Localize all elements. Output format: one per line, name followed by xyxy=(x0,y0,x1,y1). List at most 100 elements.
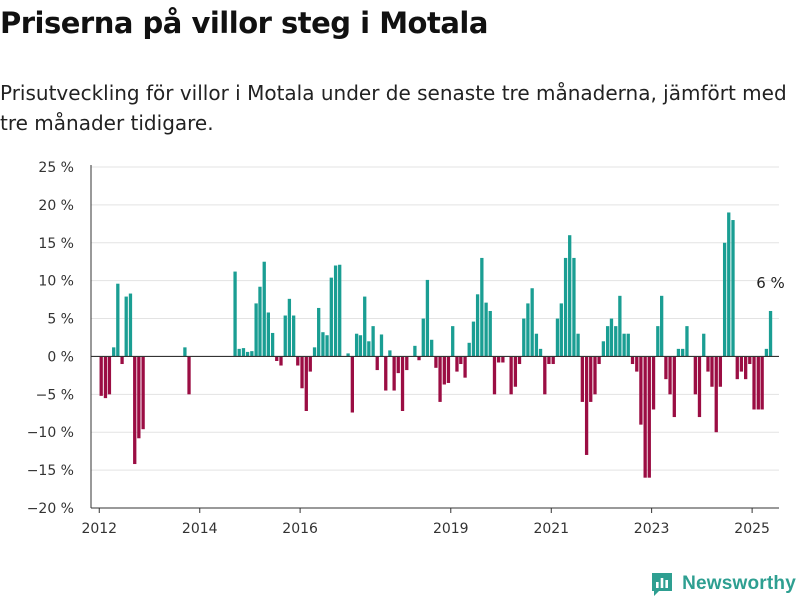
bar xyxy=(329,277,333,357)
bar xyxy=(128,293,133,357)
bar xyxy=(124,296,128,357)
bar xyxy=(710,356,714,387)
bar xyxy=(626,333,630,357)
bar xyxy=(630,356,635,365)
bar xyxy=(530,288,534,357)
bar xyxy=(375,356,379,371)
bar xyxy=(112,347,116,357)
bar xyxy=(681,348,685,357)
bar xyxy=(764,348,769,357)
bar xyxy=(647,356,651,478)
bar xyxy=(543,356,547,395)
x-tick-label: 2019 xyxy=(433,521,469,537)
bar xyxy=(405,356,409,371)
bar xyxy=(384,356,388,391)
bar xyxy=(442,356,446,385)
y-tick-label: −20 % xyxy=(27,501,74,517)
y-tick-label: 20 % xyxy=(38,198,74,214)
bar xyxy=(266,312,270,357)
bar xyxy=(589,356,593,402)
bar xyxy=(614,326,618,357)
bar xyxy=(752,356,756,410)
bar xyxy=(107,356,112,395)
bar xyxy=(572,257,576,357)
bar xyxy=(300,356,304,389)
bar xyxy=(430,339,434,357)
bar xyxy=(459,356,463,365)
bar xyxy=(304,356,308,411)
bar xyxy=(496,356,501,363)
bar xyxy=(597,356,601,365)
bar xyxy=(250,351,254,357)
bar xyxy=(584,356,589,455)
bar xyxy=(292,315,296,357)
bar xyxy=(133,356,137,465)
bar xyxy=(296,356,300,366)
bar xyxy=(760,356,764,410)
bar xyxy=(555,318,560,357)
x-tick-label: 2023 xyxy=(634,521,670,537)
bar xyxy=(325,335,329,357)
bar xyxy=(241,348,246,357)
x-tick-label: 2021 xyxy=(533,521,569,537)
bar xyxy=(438,356,442,402)
bar xyxy=(714,356,718,433)
bar xyxy=(748,356,752,365)
bar xyxy=(697,356,702,418)
bar xyxy=(455,356,459,372)
bar xyxy=(664,356,668,380)
y-tick-label: −10 % xyxy=(27,425,74,441)
bar xyxy=(367,341,371,357)
bar xyxy=(275,356,279,361)
bar xyxy=(338,264,342,357)
x-tick-label: 2012 xyxy=(81,521,117,537)
bar xyxy=(727,212,731,357)
bar xyxy=(417,356,421,361)
bar xyxy=(363,296,367,357)
bar xyxy=(183,347,187,357)
bar xyxy=(739,356,744,372)
bar xyxy=(287,298,292,357)
bar xyxy=(354,333,359,357)
bar xyxy=(116,283,120,357)
bar xyxy=(547,356,551,365)
bar xyxy=(317,307,321,357)
data-label-last-value: 6 % xyxy=(756,274,785,292)
bar xyxy=(137,356,141,439)
bar xyxy=(702,333,706,357)
bar xyxy=(245,351,250,357)
bar xyxy=(187,356,191,395)
bar xyxy=(358,335,363,357)
bar xyxy=(559,303,563,357)
bar xyxy=(237,348,241,357)
bar xyxy=(660,295,664,357)
bar xyxy=(392,356,396,391)
y-tick-label: 25 % xyxy=(38,160,74,176)
bar xyxy=(388,350,392,357)
bar xyxy=(258,286,262,357)
bar xyxy=(446,356,451,383)
y-tick-label: 15 % xyxy=(38,236,74,252)
bar xyxy=(484,302,488,357)
y-tick-label: 5 % xyxy=(47,312,74,328)
bar xyxy=(379,334,384,357)
bar xyxy=(467,342,471,357)
bar xyxy=(526,303,530,357)
bar xyxy=(656,326,660,357)
bar xyxy=(580,356,584,402)
bar xyxy=(576,333,580,357)
bar xyxy=(451,326,455,357)
bar xyxy=(718,356,723,387)
bar xyxy=(731,220,735,357)
x-tick-label: 2014 xyxy=(182,521,218,537)
bar xyxy=(768,310,773,357)
bar xyxy=(425,279,430,357)
bar xyxy=(371,326,375,357)
newsworthy-logo-icon xyxy=(652,573,673,596)
bar xyxy=(463,356,467,378)
bar xyxy=(488,310,492,357)
bar xyxy=(735,356,739,380)
bar xyxy=(270,332,275,357)
bar xyxy=(534,333,539,357)
